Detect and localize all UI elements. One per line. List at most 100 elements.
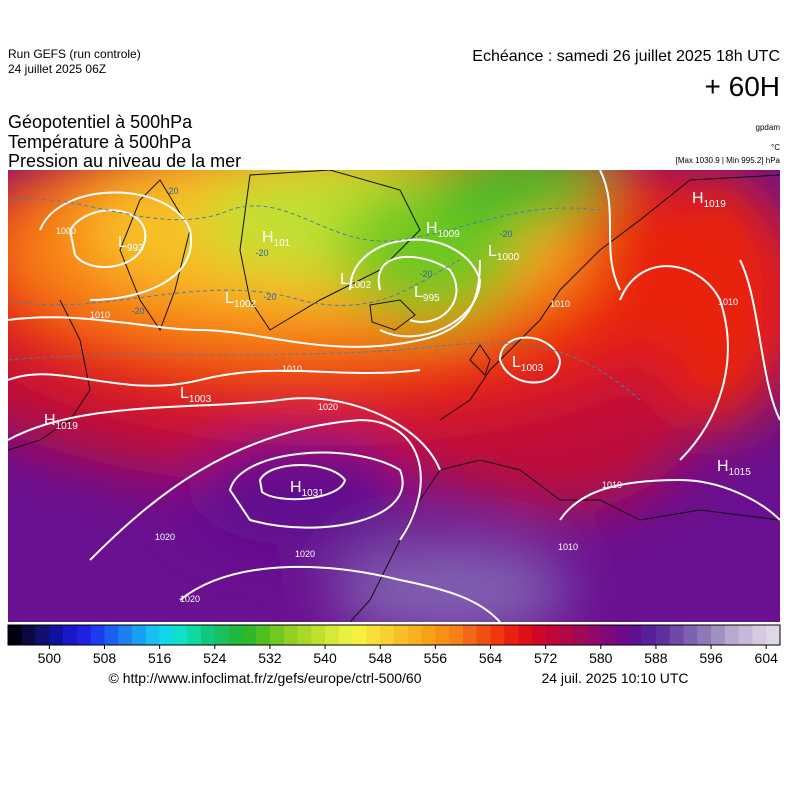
run-date: 24 juillet 2025 06Z <box>8 62 106 76</box>
colorbar-swatch <box>242 625 257 645</box>
center-value: 1003 <box>521 363 544 374</box>
colorbar-swatch <box>587 625 602 645</box>
colorbar-swatch <box>614 625 629 645</box>
center-value: 1009 <box>438 229 461 240</box>
center-kind: H <box>44 412 56 429</box>
colorbar-tick-label: 604 <box>755 650 779 666</box>
colorbar-swatch <box>738 625 753 645</box>
center-value: 1015 <box>729 467 752 478</box>
center-kind: L <box>414 284 423 301</box>
colorbar-swatch <box>104 625 119 645</box>
colorbar-swatch <box>132 625 147 645</box>
colorbar-swatch <box>697 625 712 645</box>
center-kind: L <box>512 354 521 371</box>
colorbar-swatch <box>35 625 50 645</box>
colorbar-tick-label: 516 <box>148 650 172 666</box>
colorbar: 500 508 516 524 532 540 548 556 564 572 580 588 596 6… <box>7 624 781 666</box>
colorbar-swatch <box>173 625 188 645</box>
pressure-center: H101 <box>262 229 291 249</box>
generated: 24 juil. 2025 10:10 UTC <box>541 670 688 686</box>
colorbar-swatch <box>683 625 698 645</box>
colorbar-swatch <box>269 625 285 645</box>
center-kind: L <box>488 243 497 260</box>
colorbar-swatch <box>380 625 395 645</box>
colorbar-swatch <box>476 625 491 645</box>
center-value: 1003 <box>189 394 212 405</box>
colorbar-tick-label: 524 <box>203 650 227 666</box>
pressure-center: L1003 <box>180 385 212 405</box>
colorbar-tick-label: 556 <box>424 650 448 666</box>
center-value: 1002 <box>349 280 372 291</box>
colorbar-tick-label: 588 <box>644 650 668 666</box>
colorbar-swatch <box>201 625 216 645</box>
center-value: 101 <box>274 238 291 249</box>
pressure-center: H1019 <box>692 190 726 210</box>
colorbar-swatch <box>187 625 202 645</box>
unit: [Max 1030.9 | Min 995.2] hPa <box>676 156 781 165</box>
center-value: 1031 <box>302 488 325 499</box>
pressure-center: L995 <box>414 284 440 304</box>
center-kind: H <box>262 229 274 246</box>
center-kind: H <box>290 479 302 496</box>
colorbar-swatch <box>435 625 450 645</box>
colorbar-swatch <box>531 625 546 645</box>
isobar-label: 1010 <box>718 297 738 307</box>
unit: gpdam <box>756 123 781 132</box>
run: Run GEFS (run controle) <box>8 47 141 61</box>
colorbar-swatch <box>214 625 229 645</box>
colorbar-swatch <box>462 625 478 645</box>
colorbar-tick-label: 540 <box>313 650 337 666</box>
colorbar-tick-label: 580 <box>589 650 613 666</box>
colorbar-swatch <box>352 625 367 645</box>
colorbar-swatch <box>545 625 560 645</box>
colorbar-swatch <box>490 625 505 645</box>
isobar-label: 1010 <box>90 310 110 320</box>
center-value: 1000 <box>497 252 520 263</box>
colorbar-swatch <box>628 625 643 645</box>
isobar-label: 1010 <box>602 480 622 490</box>
colorbar-swatch <box>421 625 436 645</box>
colorbar-swatch <box>573 625 588 645</box>
colorbar-frame <box>7 624 781 646</box>
colorbar-swatch <box>325 625 340 645</box>
colorbar-swatch <box>256 625 271 645</box>
colorbar-swatch <box>366 625 381 645</box>
colorbar-swatch <box>752 625 767 645</box>
isobar-label: 1020 <box>180 594 200 604</box>
isobar-label: 1020 <box>295 549 315 559</box>
colorbar-tick-label: 532 <box>258 650 282 666</box>
isobar-label: 1010 <box>550 299 570 309</box>
colorbar-swatch <box>49 625 64 645</box>
colorbar-swatch <box>642 625 657 645</box>
colorbar-swatch <box>504 625 519 645</box>
pressure-center: L993 <box>118 234 144 254</box>
lead-time: + 60H <box>705 71 781 102</box>
pressure-center: H1015 <box>717 458 751 478</box>
center-value: 1019 <box>704 199 727 210</box>
colorbar-swatch <box>449 625 464 645</box>
temperature-label: -20 <box>263 292 276 302</box>
colorbar-swatch <box>518 625 533 645</box>
pressure-center: L1003 <box>512 354 544 374</box>
temperature-label: -20 <box>499 229 512 239</box>
colorbar-tick-label: 508 <box>93 650 117 666</box>
colorbar-swatch <box>76 625 92 645</box>
colorbar-swatch <box>724 625 739 645</box>
temperature-label: -20 <box>255 248 268 258</box>
isobar-label: 1020 <box>318 402 338 412</box>
title: Température à 500hPa <box>8 132 192 152</box>
colorbar-swatch <box>394 625 409 645</box>
colorbar-swatch <box>145 625 160 645</box>
colorbar-swatch <box>669 625 684 645</box>
pressure-center: H1019 <box>44 412 78 432</box>
center-kind: H <box>717 458 729 475</box>
pressure-center: L1002 <box>340 271 372 291</box>
isotherms <box>8 198 641 401</box>
center-value: 1019 <box>56 421 79 432</box>
valid-time: Echéance : samedi 26 juillet 2025 18h UT… <box>472 48 780 65</box>
colorbar-swatch <box>63 625 78 645</box>
isobars <box>8 170 780 622</box>
pressure-center: L1000 <box>488 243 520 263</box>
pressure-center: H1031 <box>290 479 324 499</box>
